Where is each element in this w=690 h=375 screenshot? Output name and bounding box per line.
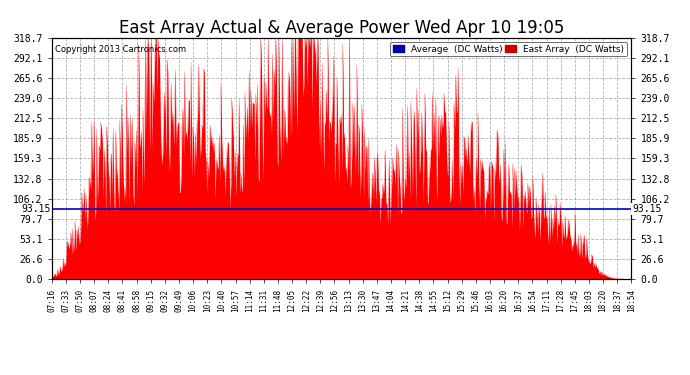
Legend: Average  (DC Watts), East Array  (DC Watts): Average (DC Watts), East Array (DC Watts… — [390, 42, 627, 56]
Text: 93.15: 93.15 — [22, 204, 51, 214]
Text: Copyright 2013 Cartronics.com: Copyright 2013 Cartronics.com — [55, 45, 186, 54]
Title: East Array Actual & Average Power Wed Apr 10 19:05: East Array Actual & Average Power Wed Ap… — [119, 20, 564, 38]
Text: 93.15: 93.15 — [632, 204, 661, 214]
